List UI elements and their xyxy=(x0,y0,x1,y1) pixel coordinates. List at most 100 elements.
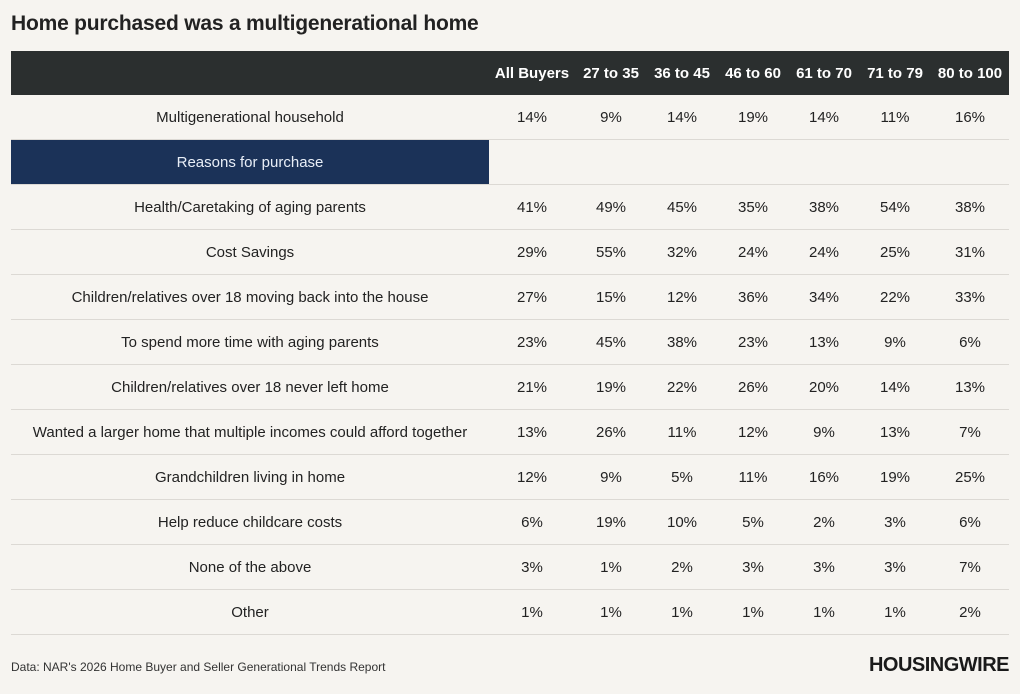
table-cell: 11% xyxy=(880,108,910,126)
column-header: 36 to 45 xyxy=(654,64,710,82)
table-row: To spend more time with aging parents 23%… xyxy=(11,320,1009,365)
table-cell: 1% xyxy=(884,603,906,621)
table-cell: 55% xyxy=(595,243,627,261)
column-header: 80 to 100 xyxy=(937,64,1003,82)
table-cell: 24% xyxy=(808,243,840,261)
source-note: Data: NAR's 2026 Home Buyer and Seller G… xyxy=(11,660,386,674)
table-row: None of the above 3% 1% 2% 3% 3% 3% 7% xyxy=(11,545,1009,590)
column-header: 46 to 60 xyxy=(725,64,781,82)
section-row: Reasons for purchase xyxy=(11,140,1009,185)
table-cell: 35% xyxy=(737,198,769,216)
table-cell: 26% xyxy=(595,423,627,441)
table-cell: 19% xyxy=(879,468,911,486)
table-cell: 5% xyxy=(671,468,693,486)
table-cell: 6% xyxy=(959,513,981,531)
row-label: To spend more time with aging parents xyxy=(121,333,379,351)
table-cell: 9% xyxy=(813,423,835,441)
row-label: None of the above xyxy=(188,558,312,576)
table-cell: 23% xyxy=(737,333,769,351)
table-cell: 25% xyxy=(954,468,986,486)
table-cell: 14% xyxy=(879,378,911,396)
table-cell: 19% xyxy=(595,378,627,396)
table-cell: 5% xyxy=(742,513,764,531)
table-cell: 23% xyxy=(516,333,548,351)
table-cell: 2% xyxy=(959,603,981,621)
table-cell: 15% xyxy=(595,288,627,306)
table-cell: 22% xyxy=(666,378,698,396)
table-row: Children/relatives over 18 moving back i… xyxy=(11,275,1009,320)
table-row: Wanted a larger home that multiple incom… xyxy=(11,410,1009,455)
table-cell: 7% xyxy=(959,558,981,576)
table-cell: 25% xyxy=(879,243,911,261)
table-cell: 41% xyxy=(516,198,548,216)
table-cell: 3% xyxy=(884,558,906,576)
table-cell: 3% xyxy=(813,558,835,576)
table-cell: 16% xyxy=(954,108,986,126)
table-cell: 36% xyxy=(737,288,769,306)
table-cell: 27% xyxy=(516,288,548,306)
table-cell: 1% xyxy=(671,603,693,621)
table-cell: 21% xyxy=(516,378,548,396)
data-table: All Buyers 27 to 35 36 to 45 46 to 60 61 to … xyxy=(11,51,1009,635)
table-cell: 2% xyxy=(813,513,835,531)
table-cell: 11% xyxy=(667,423,697,441)
column-header: 61 to 70 xyxy=(796,64,852,82)
table-cell: 13% xyxy=(954,378,986,396)
table-row: Other 1% 1% 1% 1% 1% 1% 2% xyxy=(11,590,1009,635)
row-label: Grandchildren living in home xyxy=(154,468,346,486)
table-cell: 26% xyxy=(737,378,769,396)
row-label: Help reduce childcare costs xyxy=(157,513,343,531)
table-row: Multigenerational household 14% 9% 14% 19% 14… xyxy=(11,95,1009,140)
table-cell: 11% xyxy=(738,468,768,486)
table-cell: 13% xyxy=(516,423,548,441)
table-header: All Buyers 27 to 35 36 to 45 46 to 60 61 to … xyxy=(11,51,1009,95)
table-cell: 9% xyxy=(884,333,906,351)
table-cell: 1% xyxy=(742,603,764,621)
row-label: Other xyxy=(231,603,269,621)
column-header: 71 to 79 xyxy=(867,64,923,82)
row-label: Children/relatives over 18 moving back i… xyxy=(71,288,429,306)
housingwire-logo: HOUSINGWIRE xyxy=(868,654,1010,676)
row-label: Wanted a larger home that multiple incom… xyxy=(32,423,468,441)
table-cell: 14% xyxy=(516,108,548,126)
table-cell: 3% xyxy=(742,558,764,576)
table-cell: 3% xyxy=(521,558,543,576)
table-cell: 38% xyxy=(954,198,986,216)
table-row: Grandchildren living in home 12% 9% 5% 11% 16… xyxy=(11,455,1009,500)
table-cell: 29% xyxy=(516,243,548,261)
table-cell: 1% xyxy=(600,603,622,621)
table-cell: 34% xyxy=(808,288,840,306)
table-cell: 38% xyxy=(808,198,840,216)
table-cell: 45% xyxy=(595,333,627,351)
table-cell: 22% xyxy=(879,288,911,306)
table-row: Children/relatives over 18 never left ho… xyxy=(11,365,1009,410)
table-cell: 49% xyxy=(595,198,627,216)
row-label: Health/Caretaking of aging parents xyxy=(134,198,366,216)
table-cell: 9% xyxy=(600,108,622,126)
row-label: Cost Savings xyxy=(205,243,295,261)
column-header: All Buyers xyxy=(494,64,570,82)
table-cell: 12% xyxy=(737,423,769,441)
table-cell: 38% xyxy=(666,333,698,351)
table-cell: 12% xyxy=(516,468,548,486)
table-cell: 9% xyxy=(600,468,622,486)
table-cell: 54% xyxy=(879,198,911,216)
table-cell: 1% xyxy=(521,603,543,621)
table-row: Help reduce childcare costs 6% 19% 10% 5% 2% 3… xyxy=(11,500,1009,545)
table-cell: 6% xyxy=(959,333,981,351)
table-cell: 32% xyxy=(666,243,698,261)
table-cell: 31% xyxy=(954,243,986,261)
table-cell: 20% xyxy=(808,378,840,396)
table-cell: 24% xyxy=(737,243,769,261)
row-label: Multigenerational household xyxy=(156,108,344,126)
table-cell: 3% xyxy=(884,513,906,531)
table-cell: 19% xyxy=(737,108,769,126)
table-cell: 13% xyxy=(879,423,911,441)
table-row: Cost Savings 29% 55% 32% 24% 24% 25% 31% xyxy=(11,230,1009,275)
table-cell: 10% xyxy=(666,513,698,531)
table-cell: 13% xyxy=(808,333,840,351)
table-cell: 14% xyxy=(808,108,840,126)
table-cell: 33% xyxy=(954,288,986,306)
table-cell: 1% xyxy=(813,603,835,621)
table-cell: 45% xyxy=(666,198,698,216)
